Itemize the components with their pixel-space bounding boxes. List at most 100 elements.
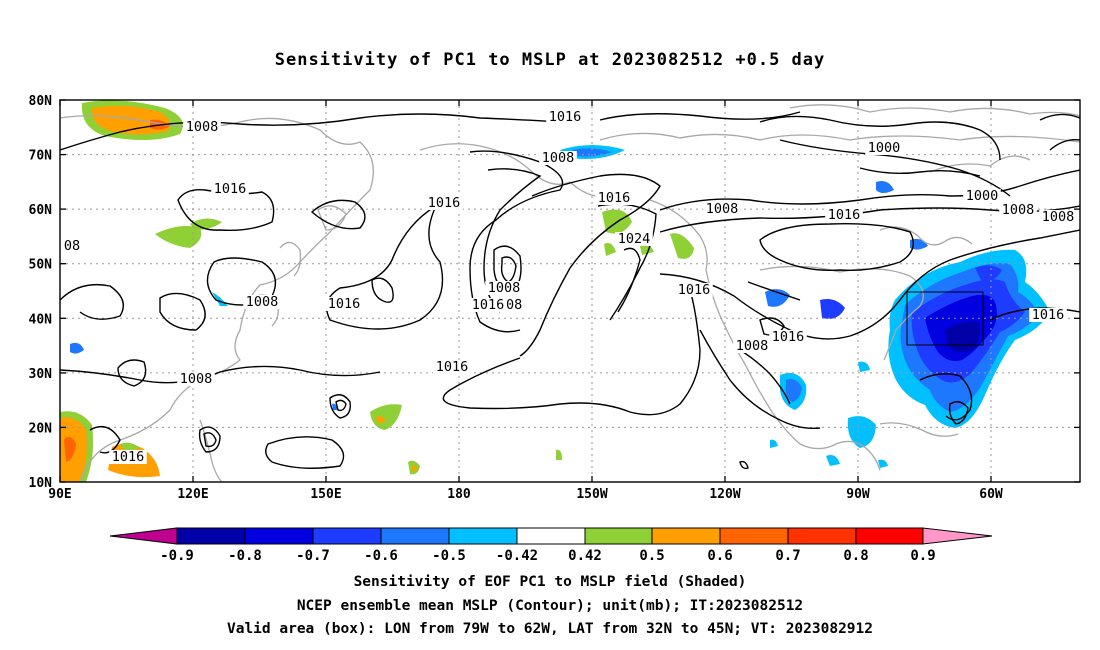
contour-label-bg: [615, 232, 653, 246]
contour-labels: 1008101610081016101610001008100010081016…: [61, 109, 1077, 465]
contour-label-bg: [595, 191, 633, 205]
contour-label: 1016: [828, 207, 861, 223]
contour-label-bg: [183, 120, 221, 134]
contour-label: 1016: [549, 109, 582, 125]
contour-label: 1008: [246, 294, 279, 310]
colorbar-segment: [176, 527, 246, 545]
contour-label: 1016: [598, 190, 631, 206]
contour-label: 1008: [542, 150, 575, 166]
latitude-label: 80N: [29, 94, 53, 109]
contour-label: 1008: [186, 119, 219, 135]
contour-label: 1008: [736, 338, 769, 354]
caption-line-1: Sensitivity of EOF PC1 to MSLP field (Sh…: [353, 574, 747, 590]
contour-label: 1024: [618, 231, 651, 247]
contour-label-bg: [1029, 308, 1067, 322]
contour-label-bg: [469, 298, 507, 312]
sensitivity-map: 1008101610081016101610001008100010081016…: [29, 94, 1081, 564]
contour-label: 1016: [1032, 307, 1065, 323]
latitude-label: 10N: [29, 476, 53, 491]
colorbar-segment: [855, 527, 924, 545]
contour-label-bg: [325, 297, 363, 311]
colorbar-label: -0.9: [160, 548, 194, 564]
colorbar-label: 0.9: [910, 548, 935, 564]
contour-label-bg: [1039, 210, 1077, 224]
contour-label: 1000: [868, 140, 901, 156]
contour-label: 1000: [966, 188, 999, 204]
colorbar-label: 0.6: [707, 548, 732, 564]
longitude-label: 150W: [576, 487, 607, 502]
caption-line-2: NCEP ensemble mean MSLP (Contour); unit(…: [296, 598, 804, 614]
latitude-label: 70N: [29, 149, 53, 164]
colorbar-label: 0.5: [639, 548, 664, 564]
colorbar-label: 0.42: [568, 548, 602, 564]
colorbar-segment: [787, 527, 857, 545]
contour-label-bg: [61, 239, 83, 253]
longitude-label: 90W: [846, 487, 870, 502]
contour-label-bg: [825, 208, 863, 222]
axis-ticks: [59, 99, 1080, 483]
contour-label-bg: [769, 330, 807, 344]
colorbar-label: 0.7: [775, 548, 800, 564]
contour-label-bg: [999, 203, 1037, 217]
contour-label: 1016: [428, 195, 461, 211]
contour-label: 1016: [772, 329, 805, 345]
colorbar-segment: [719, 527, 789, 545]
colorbar-label: -0.7: [296, 548, 330, 564]
contour-label-bg: [243, 295, 281, 309]
longitude-label: 90E: [48, 487, 71, 502]
colorbar-segment: [380, 527, 450, 545]
contour-label-bg: [703, 202, 741, 216]
contour-label: 1008: [1042, 209, 1075, 225]
contour-label-bg: [211, 182, 249, 196]
caption-line-3: Valid area (box): LON from 79W to 62W, L…: [226, 621, 873, 637]
longitude-labels: 90E 120E 150E 180 150W 120W 90W 60W: [48, 487, 1003, 502]
contour-label-bg: [433, 360, 471, 374]
colorbar-label: -0.42: [496, 548, 538, 564]
contour-label-bg: [109, 450, 147, 464]
contour-label-bg: [675, 283, 713, 297]
colorbar-labels: -0.9 -0.8 -0.7 -0.6 -0.5 -0.42 0.42 0.5 0.6 0.7 0.…: [160, 548, 936, 564]
contour-label-bg: [963, 189, 1001, 203]
longitude-label: 150E: [310, 487, 341, 502]
colorbar-segment: [448, 527, 518, 545]
colorbar-segment: [244, 527, 314, 545]
colorbar-label: -0.8: [228, 548, 262, 564]
colorbar-segment: [584, 527, 653, 545]
contour-label-bg: [546, 110, 584, 124]
longitude-label: 120E: [177, 487, 208, 502]
latitude-label: 60N: [29, 203, 53, 218]
latitude-label: 40N: [29, 312, 53, 327]
contour-label-bg: [733, 339, 771, 353]
latitude-label: 20N: [29, 421, 53, 436]
longitude-label: 180: [447, 487, 471, 502]
colorbar-label: -0.6: [364, 548, 398, 564]
contour-label: 1016: [436, 359, 469, 375]
contour-label-bg: [425, 196, 463, 210]
colorbar-label: -0.5: [432, 548, 466, 564]
contour-label: 08: [64, 238, 80, 254]
contour-label-bg: [485, 281, 523, 295]
contour-label: 1016: [328, 296, 361, 312]
contour-label: 1016: [472, 297, 505, 313]
colorbar-right-triangle: [922, 527, 993, 545]
contour-label-bg: [539, 151, 577, 165]
contour-label: 1008: [488, 280, 521, 296]
longitude-label: 120W: [709, 487, 740, 502]
colorbar-segment: [312, 527, 382, 545]
map-frame: [59, 99, 1081, 483]
latitude-labels: 80N 70N 60N 50N 40N 30N 20N 10N: [29, 94, 53, 491]
valid-area-box: [906, 291, 984, 346]
contour-label: 1016: [678, 282, 711, 298]
figure-title: Sensitivity of PC1 to MSLP at 2023082512…: [274, 50, 826, 70]
contour-label-bg: [177, 372, 215, 386]
latitude-label: 30N: [29, 367, 53, 382]
colorbar-segment: [651, 527, 721, 545]
latitude-label: 50N: [29, 258, 53, 273]
colorbar: [109, 527, 993, 545]
colorbar-label: 0.8: [843, 548, 868, 564]
contour-label: 1008: [180, 371, 213, 387]
contour-label: 1016: [112, 449, 145, 465]
contour-label: 1008: [706, 201, 739, 217]
contour-label-bg: [865, 141, 903, 155]
